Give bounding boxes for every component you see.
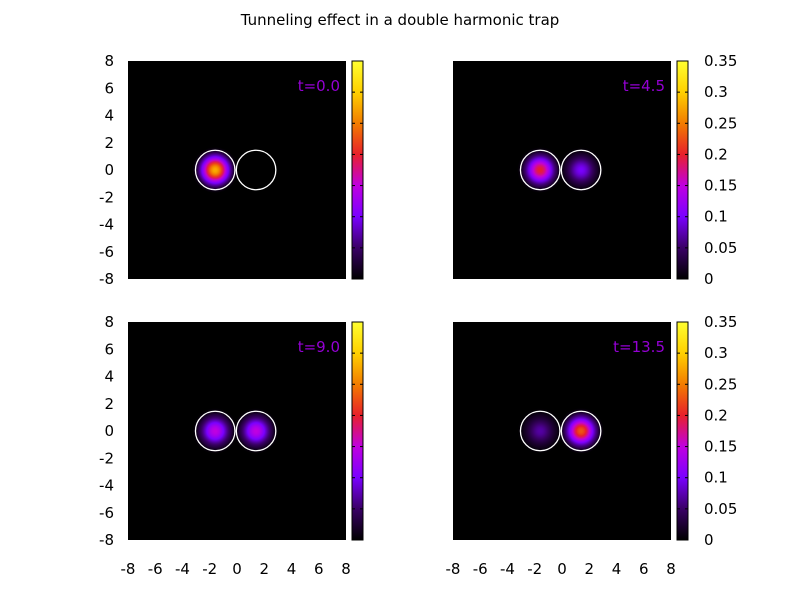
colorbar-tick-label: 0.15 (704, 177, 737, 195)
x-tick-label: -6 (473, 560, 488, 578)
colorbar-tick-label: 0.2 (704, 145, 728, 163)
colorbar-tick-label: 0.25 (704, 375, 737, 393)
y-tick-label: -4 (99, 216, 114, 234)
x-tick-label: 8 (341, 560, 351, 578)
colorbar-tick-label: 0.05 (704, 500, 737, 518)
y-tick-label: 8 (104, 52, 114, 70)
time-label: t=0.0 (298, 77, 340, 95)
y-tick-label: 2 (104, 134, 114, 152)
y-tick-label: 6 (104, 79, 114, 97)
x-tick-label: 0 (557, 560, 567, 578)
y-tick-label: 8 (104, 313, 114, 331)
trap-circle-right (235, 410, 277, 452)
x-tick-label: 6 (639, 560, 649, 578)
y-tick-label: 6 (104, 340, 114, 358)
figure-title: Tunneling effect in a double harmonic tr… (240, 11, 560, 29)
density-blob-left (192, 407, 239, 455)
colorbar-tick-label: 0.15 (704, 438, 737, 456)
y-tick-label: 0 (104, 422, 114, 440)
density-blob-right (557, 146, 605, 194)
y-tick-label: 2 (104, 395, 114, 413)
density-blob-left (517, 146, 564, 194)
colorbar (351, 321, 364, 541)
x-tick-label: -4 (175, 560, 190, 578)
colorbar-tick-label: 0 (704, 531, 714, 549)
y-tick-label: -4 (99, 477, 114, 495)
colorbar-tick-label: 0.1 (704, 469, 728, 487)
x-tick-label: 0 (232, 560, 242, 578)
colorbar (676, 321, 689, 541)
panel-1: t=0.0 8 6 4 2 0 -2 -4 -6 -8 (99, 52, 364, 288)
trap-circle-right (560, 410, 602, 452)
y-tick-label: 4 (104, 107, 114, 125)
density-blob-left (517, 407, 564, 455)
colorbar-tick-label: 0.3 (704, 344, 728, 362)
x-tick-label: -2 (527, 560, 542, 578)
colorbar-tick-label: 0.35 (704, 313, 737, 331)
colorbar-tick-label: 0.05 (704, 239, 737, 257)
time-label: t=9.0 (298, 338, 340, 356)
trap-circle-left (194, 410, 236, 452)
trap-circle-right (560, 149, 602, 191)
x-tick-label: 4 (612, 560, 622, 578)
density-blob-left (192, 146, 239, 194)
colorbar (351, 60, 364, 280)
density-blob-right (557, 407, 605, 455)
y-tick-label: 0 (104, 161, 114, 179)
x-tick-label: 8 (666, 560, 676, 578)
x-tick-label: -6 (148, 560, 163, 578)
colorbar-tick-label: 0.25 (704, 114, 737, 132)
colorbar-tick-label: 0.3 (704, 83, 728, 101)
colorbar-tick-label: 0.2 (704, 406, 728, 424)
time-label: t=4.5 (623, 77, 665, 95)
x-tick-label: -4 (500, 560, 515, 578)
trap-circle-right (235, 149, 277, 191)
y-tick-label: 4 (104, 368, 114, 386)
x-tick-label: 4 (287, 560, 297, 578)
trap-circle-left (519, 410, 561, 452)
panel-4: t=13.5 0.35 0.3 0.25 0.2 0.15 0.1 0.05 0 -8 -6 -4 -2… (446, 313, 738, 578)
y-tick-label: -6 (99, 243, 114, 261)
colorbar-tick-label: 0.1 (704, 208, 728, 226)
y-tick-label: -2 (99, 188, 114, 206)
colorbar (676, 60, 689, 280)
y-tick-label: -8 (99, 270, 114, 288)
x-tick-label: 6 (314, 560, 324, 578)
colorbar-tick-label: 0 (704, 270, 714, 288)
x-tick-label: -8 (446, 560, 461, 578)
time-label: t=13.5 (613, 338, 665, 356)
x-tick-label: 2 (584, 560, 594, 578)
density-blob-right (232, 407, 280, 455)
y-tick-label: -2 (99, 449, 114, 467)
panels-group: t=0.086420-2-4-6-8t=4.50.350.30.250.20.1… (99, 52, 737, 578)
y-tick-label: -8 (99, 531, 114, 549)
x-tick-label: 2 (259, 560, 269, 578)
x-tick-label: -2 (202, 560, 217, 578)
x-tick-label: -8 (121, 560, 136, 578)
colorbar-tick-label: 0.35 (704, 52, 737, 70)
panel-2: t=4.5 0.35 0.3 0.25 0.2 0.15 0.1 0.05 0 (453, 52, 737, 288)
trap-circle-left (194, 149, 236, 191)
y-tick-label: -6 (99, 504, 114, 522)
trap-circle-left (519, 149, 561, 191)
